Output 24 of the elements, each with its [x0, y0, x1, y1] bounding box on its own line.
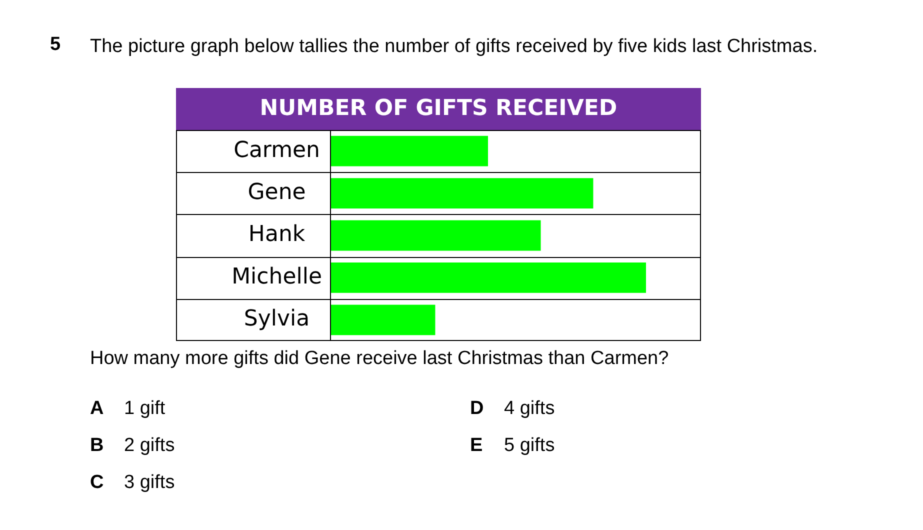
bar [330, 220, 541, 251]
text: 3 gifts [124, 472, 175, 493]
y-tick-label: Carmen [234, 138, 320, 163]
y-tick-label: Hank [248, 222, 306, 248]
text: D [470, 398, 485, 420]
text: B [90, 435, 105, 457]
text: 5 gifts [504, 435, 555, 456]
bar [330, 262, 646, 293]
text: The picture graph below tallies the number of gifts received by five kids last Christmas. [90, 35, 819, 59]
y-tick-label: Sylvia [244, 306, 310, 332]
bar [330, 178, 594, 208]
text: A [90, 398, 105, 420]
y-tick-label: Gene [248, 180, 306, 206]
bar [330, 136, 488, 166]
y-tick-label: Michelle [232, 264, 322, 290]
chart-title: NUMBER OF GIFTS RECEIVED [176, 88, 701, 130]
bar [330, 304, 436, 336]
text: How many more gifts did Gene receive last Christmas than Carmen? [90, 348, 669, 370]
text: E [470, 435, 484, 457]
text: C [90, 472, 105, 494]
text: 1 gift [124, 398, 166, 419]
text: 4 gifts [504, 398, 555, 419]
text: 5 [50, 34, 61, 56]
text: 2 gifts [124, 435, 175, 456]
